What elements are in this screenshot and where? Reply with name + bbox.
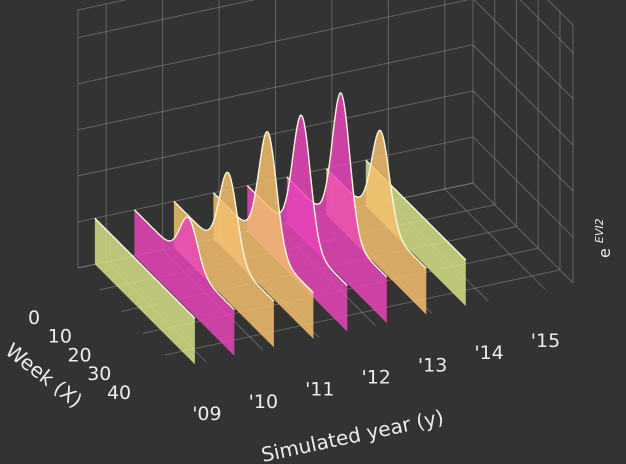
y-axis-label: Simulated year (y) (259, 405, 446, 464)
floor-gridline-y (444, 188, 546, 290)
ridge-outline (94, 217, 196, 319)
y-tick-label: '10 (249, 391, 278, 413)
z-axis-label-exponent: EVI2 (593, 218, 606, 243)
x-tick-label: 40 (107, 382, 131, 404)
x-tick-label: 10 (48, 326, 72, 348)
ridge-fill (326, 130, 427, 315)
x-tick-label: 30 (87, 363, 111, 385)
ridge-fill (286, 93, 387, 324)
side-gridline-z (519, 0, 574, 53)
side-gridline-z (472, 90, 574, 192)
y-tick-label: '11 (305, 379, 334, 401)
y-tick-label: '13 (418, 354, 447, 376)
back-gridline-z (77, 0, 256, 39)
ridge-fill (134, 209, 235, 356)
x-tick-label: 20 (67, 344, 91, 366)
ridge-outline (173, 171, 275, 302)
y-tick-labels: '09 '10 '11 '12 '13 '14 '15 (192, 330, 560, 425)
ridge-fill (213, 131, 314, 339)
y-tick-label: '15 (531, 330, 560, 352)
ridge-fill (173, 172, 274, 348)
ridge-series (94, 92, 467, 365)
side-gridline-z (472, 44, 574, 146)
side-wall-grid (472, 0, 574, 284)
side-gridline-z (547, 0, 574, 26)
y-tick-label: '14 (474, 342, 503, 364)
side-gridline-z (472, 136, 574, 238)
ridge-fill (94, 218, 195, 365)
ridge-outline (133, 209, 235, 311)
z-axis-label: e EVI2 (593, 218, 614, 258)
side-gridline-z (473, 0, 574, 100)
x-tick-label: 0 (28, 307, 40, 329)
z-axis-label-base: e (595, 248, 614, 258)
y-tick-label: '12 (362, 367, 391, 389)
side-gridline-z (472, 182, 574, 284)
y-tick-label: '09 (192, 403, 221, 425)
ridge-fill (247, 115, 348, 332)
